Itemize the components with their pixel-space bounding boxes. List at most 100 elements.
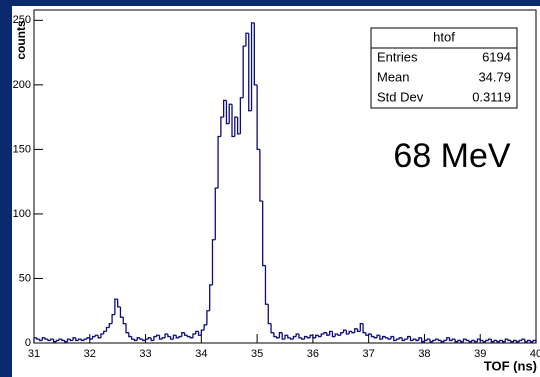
- histogram-bin: [236, 117, 241, 135]
- histogram-bin: [203, 324, 207, 331]
- x-tick-label: 34: [195, 348, 207, 360]
- histogram-bin: [415, 339, 419, 342]
- histogram-bin: [471, 339, 475, 342]
- histogram-bin: [309, 334, 313, 338]
- histogram-bin: [119, 306, 124, 318]
- x-axis-title: TOF (ns): [484, 358, 537, 373]
- histogram-bin: [175, 335, 180, 339]
- histogram-bin: [354, 328, 358, 333]
- histogram-bin: [209, 284, 213, 311]
- histogram-bin: [490, 339, 495, 343]
- histogram-bin: [454, 339, 458, 343]
- histogram-bin: [301, 337, 305, 340]
- histogram-bin: [122, 317, 127, 325]
- x-tick-label: 31: [28, 348, 40, 360]
- histogram-bin: [334, 333, 338, 337]
- histogram-bin: [47, 339, 51, 342]
- histogram-bin: [496, 340, 500, 343]
- histogram-bin: [144, 338, 149, 341]
- histogram-bin: [103, 330, 107, 334]
- histogram-bin: [315, 334, 319, 338]
- histogram-bin: [91, 335, 96, 340]
- histogram-bin: [429, 339, 433, 343]
- histogram-bin: [214, 187, 219, 240]
- histogram-bin: [186, 335, 191, 338]
- histogram-bin: [368, 333, 372, 336]
- histogram-bin: [97, 335, 101, 339]
- histogram-bin: [499, 339, 503, 342]
- histogram-bin: [139, 337, 143, 340]
- histogram-bin: [365, 332, 369, 336]
- histogram-bin: [72, 337, 76, 341]
- histogram-bin: [128, 332, 132, 338]
- histogram-bin: [114, 298, 118, 315]
- histogram-bin: [398, 337, 403, 340]
- histogram-bin: [446, 337, 450, 341]
- histogram-bin: [295, 333, 299, 337]
- histogram-bin: [178, 335, 182, 338]
- histogram-bin: [239, 97, 244, 134]
- histogram-bin: [384, 336, 389, 339]
- histogram-bin: [192, 333, 196, 338]
- histogram-bin: [161, 337, 166, 340]
- histogram-bin: [189, 336, 193, 339]
- histogram-bin: [275, 336, 280, 339]
- histogram-bin: [292, 335, 297, 340]
- y-tick-label: 200: [13, 79, 31, 91]
- histogram-bin: [532, 339, 537, 343]
- y-axis-title: counts: [14, 20, 28, 60]
- histogram-bin: [379, 335, 383, 340]
- histogram-bin: [195, 330, 199, 334]
- stats-title: htof: [433, 29, 455, 44]
- histogram-bin: [273, 332, 277, 338]
- histogram-bin: [164, 333, 168, 338]
- histogram-bin: [437, 339, 442, 342]
- histogram-bin: [451, 338, 456, 341]
- histogram-bin: [373, 336, 378, 339]
- histogram-bin: [133, 339, 138, 342]
- histogram-bin: [409, 336, 414, 342]
- histogram-bin: [359, 322, 364, 332]
- y-tick-label: 50: [19, 272, 31, 284]
- histogram-bin: [41, 337, 46, 341]
- histogram-bin: [83, 338, 87, 341]
- histogram-bin: [487, 338, 492, 341]
- histogram-bin: [248, 33, 252, 112]
- histogram-bin: [351, 331, 355, 334]
- histogram-bin: [507, 339, 511, 342]
- histogram-bin: [524, 339, 528, 343]
- histogram-bin: [259, 149, 263, 202]
- histogram-bin: [521, 338, 525, 341]
- histogram-bin: [136, 337, 140, 341]
- histogram-bin: [69, 339, 74, 342]
- histogram-bin: [253, 22, 258, 86]
- histogram-bin: [298, 333, 302, 339]
- histogram-bin: [64, 340, 68, 343]
- histogram-bin: [376, 334, 380, 338]
- histogram-bin: [172, 334, 177, 340]
- histogram-bin: [117, 299, 121, 308]
- x-tick-label: 39: [474, 348, 486, 360]
- histogram-bin: [264, 265, 269, 305]
- histogram-bin: [393, 336, 397, 342]
- histogram-bin: [345, 330, 350, 335]
- histogram-bin: [55, 339, 60, 342]
- histogram-bin: [303, 335, 308, 340]
- histogram-bin: [217, 135, 221, 189]
- histogram-bin: [150, 337, 154, 342]
- histogram-bin: [44, 337, 48, 340]
- histogram-bin: [320, 333, 325, 337]
- x-tick-label: 40: [530, 348, 540, 360]
- histogram-bin: [323, 332, 327, 334]
- histogram-bin: [50, 338, 54, 341]
- histogram-bin: [501, 340, 506, 343]
- histogram-bin: [465, 339, 470, 342]
- annotation: 68 MeV: [393, 137, 510, 175]
- histogram-bin: [222, 99, 227, 118]
- histogram-bin: [518, 339, 523, 342]
- histogram-bin: [337, 333, 341, 336]
- histogram-bin: [278, 332, 283, 338]
- histogram-bin: [89, 337, 93, 340]
- histogram-bin: [281, 332, 285, 340]
